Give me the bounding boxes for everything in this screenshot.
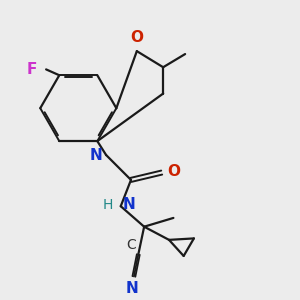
Text: O: O [167, 164, 180, 178]
Text: O: O [130, 30, 143, 45]
Text: N: N [89, 148, 102, 163]
Text: F: F [27, 62, 37, 77]
Text: C: C [126, 238, 136, 252]
Text: H: H [102, 198, 112, 212]
Text: N: N [126, 281, 139, 296]
Text: N: N [122, 197, 135, 212]
